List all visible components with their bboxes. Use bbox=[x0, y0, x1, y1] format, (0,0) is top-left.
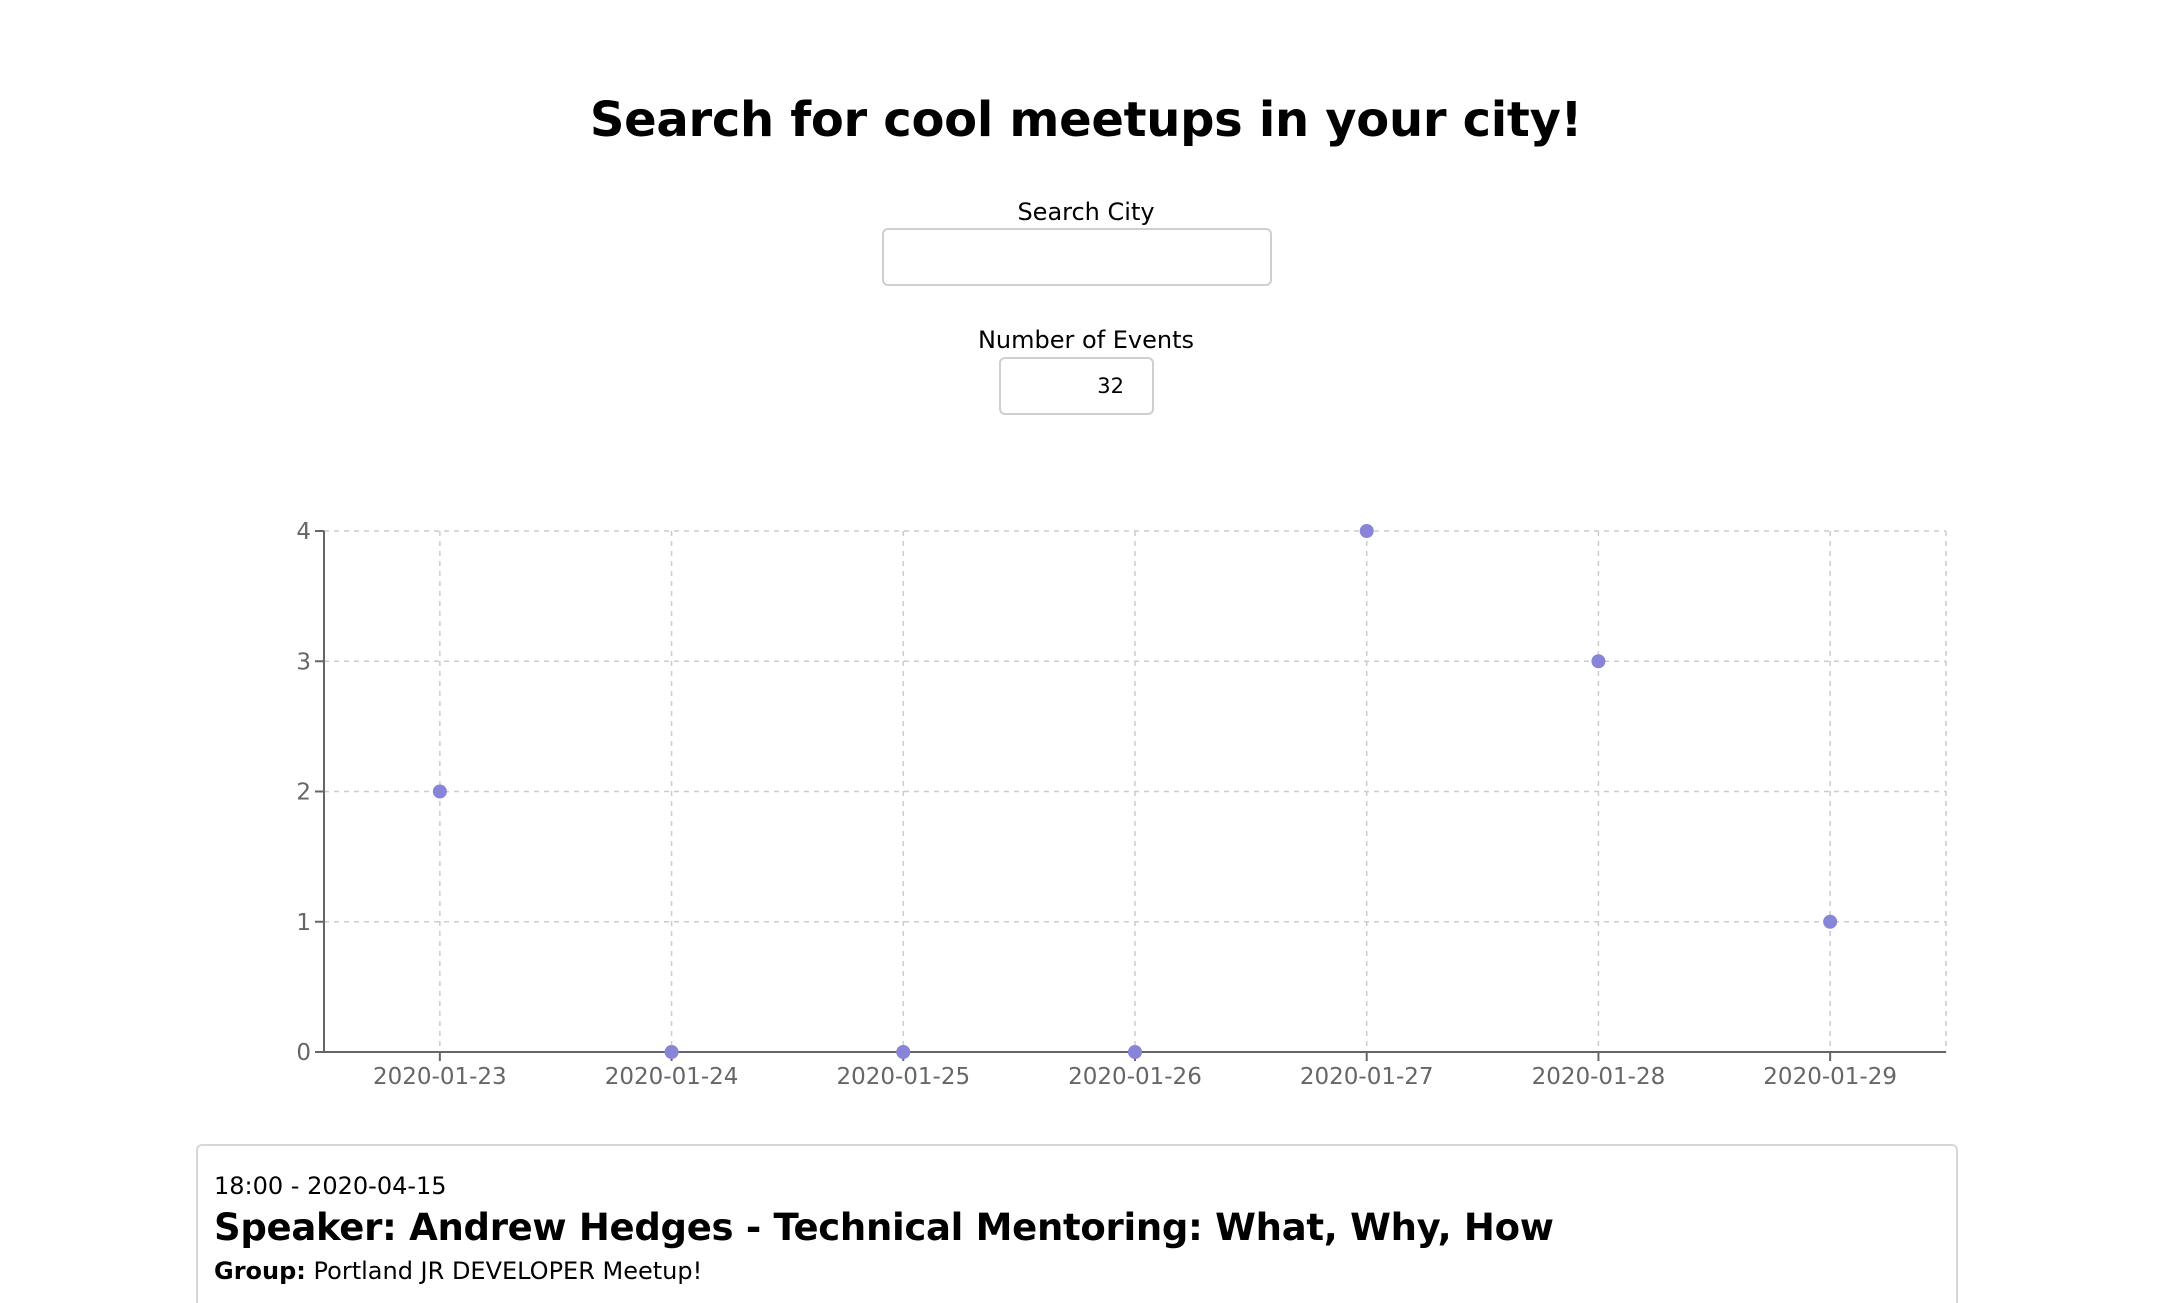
y-tick-label: 4 bbox=[296, 519, 311, 545]
data-point bbox=[432, 784, 447, 799]
y-tick-label: 0 bbox=[296, 1040, 311, 1066]
y-tick-label: 1 bbox=[296, 910, 311, 936]
event-time: 18:00 - 2020-04-15 bbox=[214, 1172, 447, 1200]
data-point bbox=[1359, 524, 1374, 538]
x-tick-label: 2020-01-24 bbox=[605, 1064, 739, 1090]
number-of-events-label: Number of Events bbox=[977, 326, 1195, 354]
event-name: Speaker: Andrew Hedges - Technical Mento… bbox=[214, 1206, 1554, 1249]
x-tick-label: 2020-01-25 bbox=[836, 1064, 970, 1090]
event-group: Group: Portland JR DEVELOPER Meetup! bbox=[214, 1254, 1940, 1288]
data-point bbox=[896, 1045, 911, 1059]
y-tick-label: 3 bbox=[296, 649, 311, 675]
data-point bbox=[1128, 1045, 1142, 1059]
event-card[interactable]: 18:00 - 2020-04-15 Speaker: Andrew Hedge… bbox=[196, 1144, 1958, 1303]
x-tick-label: 2020-01-29 bbox=[1763, 1064, 1897, 1090]
event-group-label: Group: bbox=[214, 1257, 306, 1285]
data-point bbox=[1823, 914, 1838, 929]
search-city-label: Search City bbox=[1017, 198, 1155, 226]
event-group-name: Portland JR DEVELOPER Meetup! bbox=[313, 1257, 703, 1285]
number-of-events-input[interactable] bbox=[999, 357, 1154, 415]
x-tick-label: 2020-01-27 bbox=[1300, 1064, 1434, 1090]
data-point bbox=[664, 1045, 679, 1059]
x-tick-label: 2020-01-23 bbox=[373, 1064, 507, 1090]
page-title: Search for cool meetups in your city! bbox=[589, 92, 1583, 148]
data-point bbox=[1591, 654, 1606, 669]
x-tick-label: 2020-01-26 bbox=[1068, 1064, 1202, 1090]
y-tick-label: 2 bbox=[296, 780, 311, 806]
search-city-input[interactable] bbox=[882, 228, 1272, 286]
x-tick-label: 2020-01-28 bbox=[1532, 1064, 1666, 1090]
